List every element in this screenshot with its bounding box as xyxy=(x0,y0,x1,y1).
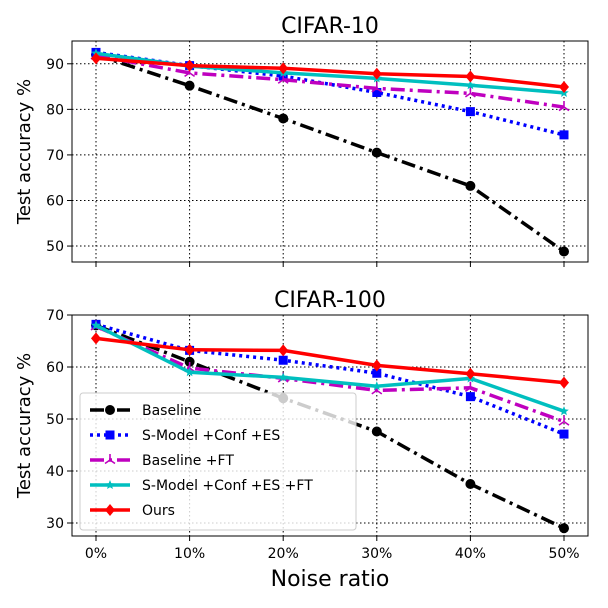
data-point xyxy=(464,381,476,392)
x-tick-label: 10% xyxy=(174,546,205,562)
data-point xyxy=(558,415,570,426)
data-point xyxy=(559,406,569,416)
legend-label: Baseline xyxy=(142,403,201,419)
data-point xyxy=(371,359,382,372)
series-5 xyxy=(91,52,569,94)
data-point xyxy=(465,80,476,90)
y-tick-label: 30 xyxy=(46,516,64,532)
data-point xyxy=(371,426,382,437)
legend-label: S-Model +Conf +ES +FT xyxy=(142,478,313,494)
y-tick-label: 60 xyxy=(46,193,64,209)
data-point xyxy=(278,344,289,357)
legend-label: S-Model +Conf +ES xyxy=(142,428,280,444)
legend: Baseline S-Model +Conf +ES Baseline +FT S-M… xyxy=(79,392,357,531)
plot-frame xyxy=(71,314,589,537)
data-point xyxy=(559,429,569,439)
series-line xyxy=(95,323,565,413)
legend-marker xyxy=(104,454,116,465)
x-axis-label: Noise ratio xyxy=(271,567,390,592)
series-5 xyxy=(91,332,569,389)
data-point xyxy=(278,355,288,365)
data-point xyxy=(278,372,288,382)
legend-label: Ours xyxy=(142,503,175,519)
y-tick-label: 60 xyxy=(46,360,64,376)
legend-marker xyxy=(105,430,115,440)
chart-panel-2: CIFAR-100 30 40 50 60 70 0% 10% 20% 30% 40% 50% Test… xyxy=(14,288,589,592)
data-point xyxy=(465,107,475,117)
data-point xyxy=(559,130,569,140)
chart-panel-1: CIFAR-10 50 60 70 80 90 Test accuracy % xyxy=(14,14,589,267)
data-point xyxy=(278,62,289,75)
chart-title: CIFAR-10 xyxy=(281,14,379,39)
series-line xyxy=(95,336,565,385)
legend-marker xyxy=(105,480,115,489)
chart-title: CIFAR-100 xyxy=(274,288,386,313)
data-point xyxy=(184,343,195,356)
data-point xyxy=(184,367,195,377)
series-line xyxy=(95,324,565,424)
series-line xyxy=(95,51,565,95)
series-line xyxy=(95,56,565,89)
data-point xyxy=(558,101,570,112)
y-tick-label: 80 xyxy=(46,102,64,118)
y-axis-label: Test accuracy % xyxy=(14,79,35,225)
data-point xyxy=(464,87,476,98)
y-tick-label: 70 xyxy=(46,308,64,324)
data-point xyxy=(559,376,569,389)
series-line xyxy=(95,53,565,109)
data-point xyxy=(184,59,195,72)
data-point xyxy=(371,82,383,93)
legend-marker xyxy=(105,405,115,415)
legend-box xyxy=(79,392,357,531)
data-point xyxy=(465,180,476,191)
data-point xyxy=(559,81,569,94)
x-tick-label: 40% xyxy=(455,546,486,562)
plot-frame xyxy=(71,40,589,263)
data-point xyxy=(465,70,476,83)
y-tick-label: 40 xyxy=(46,464,64,480)
y-tick-label: 90 xyxy=(46,57,64,73)
series-line xyxy=(95,53,566,253)
x-tick-label: 50% xyxy=(548,546,579,562)
data-point xyxy=(559,246,569,257)
data-point xyxy=(559,523,569,534)
data-point xyxy=(371,147,382,158)
data-point xyxy=(465,479,476,489)
data-point xyxy=(91,332,101,345)
x-tick-label: 30% xyxy=(361,546,392,562)
y-tick-label: 50 xyxy=(46,239,64,255)
x-tick-label: 20% xyxy=(268,546,299,562)
x-tick-label: 0% xyxy=(85,546,107,562)
legend-marker xyxy=(105,504,115,516)
data-point xyxy=(372,381,382,391)
y-axis-label: Test accuracy % xyxy=(14,353,35,499)
data-point xyxy=(91,52,101,65)
legend-label: Baseline +FT xyxy=(142,453,234,469)
y-tick-label: 70 xyxy=(46,148,64,164)
series-line xyxy=(95,322,565,436)
data-point xyxy=(465,392,475,402)
data-point xyxy=(278,113,289,124)
y-tick-label: 50 xyxy=(46,412,64,428)
data-point xyxy=(91,320,101,330)
data-point xyxy=(184,80,195,91)
data-point xyxy=(465,367,476,380)
data-point xyxy=(371,67,382,80)
data-point xyxy=(372,87,382,97)
data-point xyxy=(372,368,382,378)
